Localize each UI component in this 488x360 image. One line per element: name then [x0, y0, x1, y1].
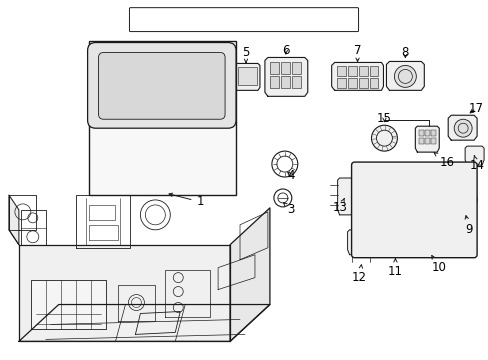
Bar — [358, 67, 367, 76]
Text: 3: 3 — [283, 203, 294, 216]
Circle shape — [394, 66, 415, 87]
FancyBboxPatch shape — [351, 162, 476, 258]
Text: 10: 10 — [431, 256, 446, 274]
Bar — [336, 67, 345, 76]
Circle shape — [361, 185, 381, 205]
Bar — [347, 67, 356, 76]
Polygon shape — [337, 178, 356, 215]
Circle shape — [397, 183, 421, 207]
Bar — [291, 62, 300, 75]
Text: 12: 12 — [351, 265, 366, 284]
Bar — [88, 41, 236, 195]
Bar — [430, 138, 435, 144]
Text: 5: 5 — [242, 46, 249, 62]
Text: 13: 13 — [331, 198, 346, 215]
Bar — [369, 78, 378, 88]
Bar — [419, 138, 424, 144]
Bar — [369, 67, 378, 76]
Bar — [430, 130, 435, 136]
FancyBboxPatch shape — [99, 53, 224, 119]
Text: 9: 9 — [464, 216, 472, 236]
Polygon shape — [414, 126, 438, 152]
Circle shape — [361, 230, 381, 250]
Text: 14: 14 — [468, 156, 484, 172]
Text: 11: 11 — [387, 259, 402, 278]
Polygon shape — [233, 63, 260, 90]
Bar — [280, 76, 289, 88]
Bar — [269, 76, 278, 88]
Polygon shape — [385, 228, 406, 248]
Circle shape — [182, 82, 188, 88]
Text: 6: 6 — [282, 44, 289, 57]
Bar — [336, 78, 345, 88]
Bar — [269, 62, 278, 75]
FancyBboxPatch shape — [87, 42, 236, 128]
Bar — [280, 62, 289, 75]
Polygon shape — [229, 208, 269, 341]
Polygon shape — [447, 115, 476, 140]
Circle shape — [397, 228, 421, 252]
Bar — [419, 130, 424, 136]
Circle shape — [452, 188, 476, 212]
Text: 2: 2 — [156, 62, 175, 80]
Text: 4: 4 — [286, 168, 294, 181]
Bar — [358, 78, 367, 88]
Polygon shape — [464, 146, 483, 165]
Polygon shape — [19, 305, 269, 341]
Polygon shape — [31, 280, 105, 329]
Text: 17: 17 — [468, 102, 483, 115]
Polygon shape — [91, 126, 232, 185]
Bar — [425, 130, 429, 136]
Circle shape — [371, 125, 397, 151]
Text: 8: 8 — [401, 46, 408, 59]
Text: 15: 15 — [376, 112, 391, 125]
Polygon shape — [331, 62, 383, 90]
Bar — [238, 67, 256, 85]
Polygon shape — [347, 230, 373, 255]
Polygon shape — [386, 62, 424, 90]
Polygon shape — [9, 195, 19, 245]
Bar — [425, 138, 429, 144]
Polygon shape — [19, 245, 229, 341]
Polygon shape — [415, 222, 447, 245]
Bar — [347, 78, 356, 88]
Text: 16: 16 — [433, 153, 454, 168]
Circle shape — [453, 119, 471, 137]
Circle shape — [433, 190, 473, 230]
Text: 1: 1 — [169, 193, 203, 208]
Polygon shape — [264, 58, 307, 96]
Bar — [291, 76, 300, 88]
Text: 7: 7 — [353, 44, 361, 61]
